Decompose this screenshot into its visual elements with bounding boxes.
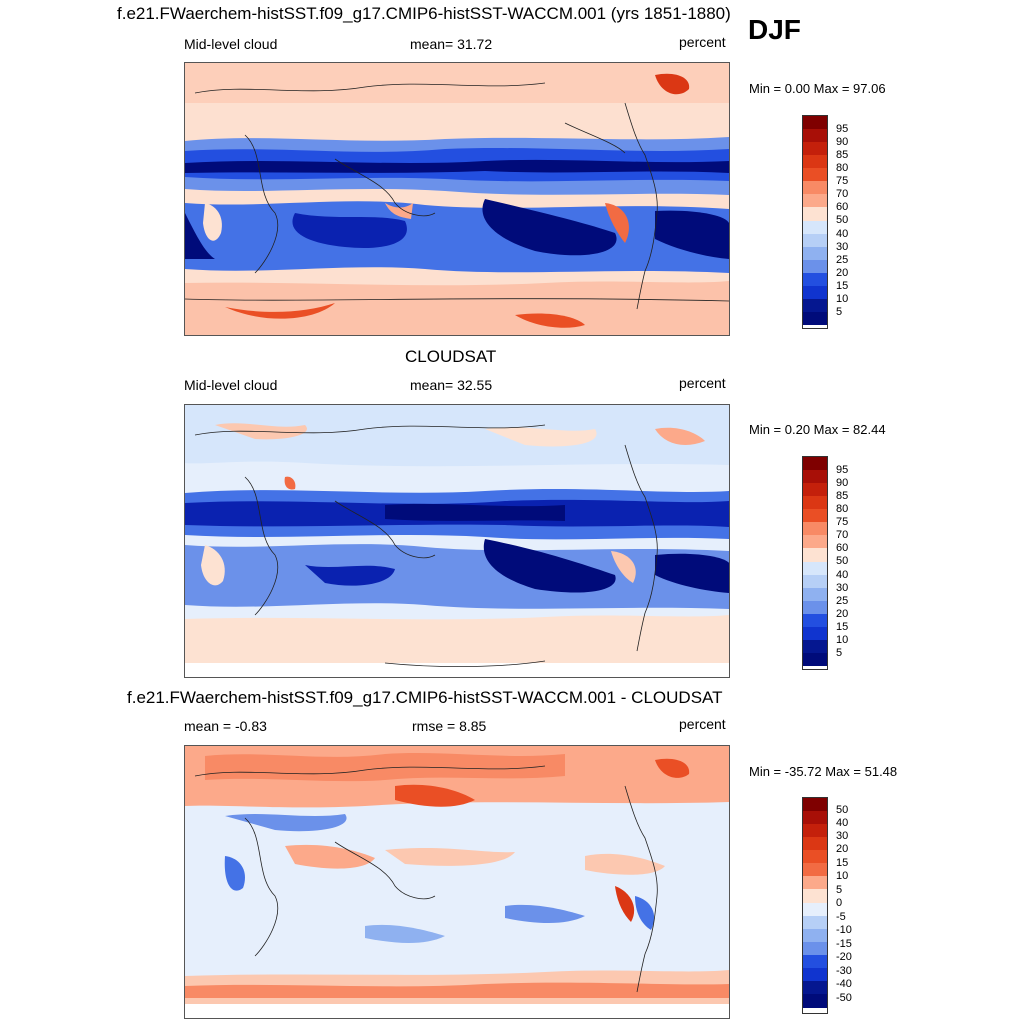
panel-2-title: CLOUDSAT — [405, 347, 497, 366]
panel-2-cbar-label: 60 — [836, 542, 849, 554]
panel-1-title: f.e21.FWaerchem-histSST.f09_g17.CMIP6-hi… — [117, 4, 731, 23]
panel-1-cbar-label: 60 — [836, 201, 849, 213]
panel-2-cbar-label: 80 — [836, 503, 849, 515]
panel-3-cbar-label: 15 — [836, 857, 849, 869]
panel-3-cbar-label: 30 — [836, 830, 849, 842]
panel-1-cbar-label: 90 — [836, 136, 849, 148]
panel-1-cbar-label: 20 — [836, 267, 849, 279]
panel-3-cbar-label: -40 — [836, 978, 852, 990]
panel-3-cbar-label: -10 — [836, 924, 852, 936]
panel-1-units-label: percent — [679, 34, 726, 50]
panel-1-map — [184, 62, 730, 336]
panel-1-cbar-label: 75 — [836, 175, 849, 187]
panel-2-cbar-label: 30 — [836, 582, 849, 594]
panel-3-cbar-label: 5 — [836, 884, 843, 896]
panel-3-cbar-label: 20 — [836, 843, 849, 855]
panel-1-cbar-label: 85 — [836, 149, 849, 161]
panel-1-variable-label: Mid-level cloud — [184, 36, 278, 52]
panel-2-cbar-label: 85 — [836, 490, 849, 502]
panel-2-cbar-label: 10 — [836, 634, 849, 646]
panel-3-map — [184, 745, 730, 1019]
panel-2-cbar-label: 50 — [836, 555, 849, 567]
panel-2-variable-label: Mid-level cloud — [184, 377, 278, 393]
panel-1-colorbar — [802, 115, 828, 329]
panel-3-colorbar — [802, 797, 828, 1014]
panel-2-cbar-label: 95 — [836, 464, 849, 476]
panel-2-cbar-label: 20 — [836, 608, 849, 620]
panel-1-cbar-label: 70 — [836, 188, 849, 200]
panel-1-mean-label: mean= 31.72 — [410, 36, 493, 52]
panel-2-cbar-label: 90 — [836, 477, 849, 489]
panel-1-cbar-label: 5 — [836, 306, 843, 318]
panel-3-cbar-label: 50 — [836, 804, 849, 816]
panel-3-cbar-label: -20 — [836, 951, 852, 963]
panel-2-cbar-label: 15 — [836, 621, 849, 633]
panel-2-cbar-label: 40 — [836, 569, 849, 581]
panel-3-cbar-label: 40 — [836, 817, 849, 829]
panel-2-cbar-label: 75 — [836, 516, 849, 528]
panel-1-cbar-label: 80 — [836, 162, 849, 174]
panel-2-cbar-label: 70 — [836, 529, 849, 541]
panel-2-minmax: Min = 0.20 Max = 82.44 — [749, 422, 886, 437]
panel-2-units-label: percent — [679, 375, 726, 391]
panel-3-cbar-label: -5 — [836, 911, 846, 923]
panel-1-cbar-label: 30 — [836, 241, 849, 253]
panel-1-cbar-label: 95 — [836, 123, 849, 135]
panel-3-title: f.e21.FWaerchem-histSST.f09_g17.CMIP6-hi… — [127, 688, 723, 707]
panel-1-cbar-label: 40 — [836, 228, 849, 240]
panel-2-colorbar — [802, 456, 828, 670]
panel-1-cbar-label: 50 — [836, 214, 849, 226]
panel-3-minmax: Min = -35.72 Max = 51.48 — [749, 764, 898, 779]
panel-1-minmax: Min = 0.00 Max = 97.06 — [749, 81, 886, 96]
panel-3-cbar-label: -30 — [836, 965, 852, 977]
panel-1-cbar-label: 10 — [836, 293, 849, 305]
panel-1-cbar-label: 25 — [836, 254, 849, 266]
panel-3-cbar-label: 10 — [836, 870, 849, 882]
panel-2-map — [184, 404, 730, 678]
panel-2-mean-label: mean= 32.55 — [410, 377, 493, 393]
panel-3-units-label: percent — [679, 716, 726, 732]
panel-3-cbar-label: -15 — [836, 938, 852, 950]
panel-3-rmse-label: rmse = 8.85 — [412, 718, 487, 734]
season-label: DJF — [748, 14, 801, 45]
panel-3-mean-label: mean = -0.83 — [184, 718, 267, 734]
panel-3-cbar-label: 0 — [836, 897, 843, 909]
panel-1-cbar-label: 15 — [836, 280, 849, 292]
panel-2-cbar-label: 25 — [836, 595, 849, 607]
panel-3-cbar-label: -50 — [836, 992, 852, 1004]
panel-2-cbar-label: 5 — [836, 647, 843, 659]
